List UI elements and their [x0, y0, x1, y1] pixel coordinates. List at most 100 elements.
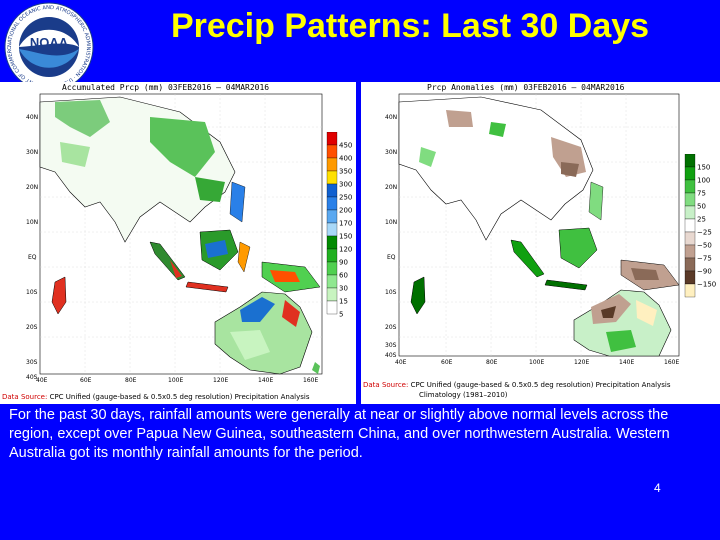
lon-label: 140E: [619, 359, 634, 366]
legend-label: −50: [697, 242, 712, 250]
noaa-logo: NOAA NATIONAL OCEANIC AND ATMOSPHERIC AD…: [2, 0, 94, 92]
legend-swatch: [326, 261, 338, 276]
lon-label: 80E: [125, 377, 137, 384]
legend-label: −25: [697, 229, 712, 237]
legend-swatch: [684, 244, 696, 259]
legend-swatch: [326, 248, 338, 263]
legend-label: 300: [339, 181, 352, 189]
legend-swatch: [326, 287, 338, 302]
slide-caption: For the past 30 days, rainfall amounts w…: [9, 407, 670, 461]
legend-swatch: [684, 166, 696, 181]
legend-label: 150: [697, 164, 710, 172]
legend-swatch: [326, 196, 338, 211]
legend-swatch: [326, 300, 338, 315]
lat-label: 40S: [26, 374, 38, 381]
legend-swatch: [326, 183, 338, 198]
data-source: Data Source: CPC Unified (gauge-based & …: [363, 381, 670, 389]
lon-label: 100E: [168, 377, 183, 384]
legend-label: −90: [697, 268, 712, 276]
legend-label: 30: [339, 285, 348, 293]
legend: 450 400 350 300 250 200 170 150 120 90 60 30 15 5: [326, 132, 352, 319]
lat-label: 20S: [26, 324, 38, 331]
legend-swatch: [326, 157, 338, 172]
legend-label: −150: [697, 281, 716, 289]
legend-swatch: [326, 222, 338, 237]
legend-swatch: [684, 205, 696, 220]
legend-label: 120: [339, 246, 352, 254]
source-text: CPC Unified (gauge-based & 0.5x0.5 deg r…: [410, 381, 671, 389]
legend: 150 100 75 50 25 −25 −50 −75 −90 −150: [684, 154, 716, 298]
lat-label: 10N: [26, 219, 38, 226]
legend-swatch: [326, 274, 338, 289]
lat-label: 40S: [385, 352, 397, 359]
accumulated-precip-map: Accumulated Prcp (mm) 03FEB2016 – 04MAR2…: [0, 82, 356, 404]
lon-label: 60E: [441, 359, 453, 366]
lat-label: 20N: [385, 184, 397, 191]
lat-label: 30S: [26, 359, 38, 366]
lat-label: 10S: [26, 289, 38, 296]
legend-label: 15: [339, 298, 348, 306]
lat-label: 30S: [385, 342, 397, 349]
lat-label: 20N: [26, 184, 38, 191]
page-title: Precip Patterns: Last 30 Days: [170, 7, 650, 45]
legend-swatch: [684, 154, 696, 168]
legend-swatch: [684, 257, 696, 272]
page-number: 4: [654, 481, 661, 495]
map-graphic: [398, 93, 680, 357]
legend-label: 450: [339, 142, 352, 150]
legend-label: 170: [339, 220, 352, 228]
lon-label: 120E: [213, 377, 228, 384]
legend-swatch: [684, 192, 696, 207]
source-label: Data Source:: [363, 381, 409, 389]
legend-swatch: [326, 144, 338, 159]
legend-label: 200: [339, 207, 352, 215]
lat-label: 20S: [385, 324, 397, 331]
legend-label: 100: [697, 177, 710, 185]
legend-label: −75: [697, 255, 712, 263]
legend-swatch: [684, 179, 696, 194]
legend-swatch: [684, 270, 696, 285]
lat-label: EQ: [28, 254, 37, 261]
legend-label: 90: [339, 259, 348, 267]
lon-label: 160E: [303, 377, 318, 384]
legend-label: 250: [339, 194, 352, 202]
lon-label: 140E: [258, 377, 273, 384]
climatology-note: Climatology (1981–2010): [419, 391, 508, 399]
lat-label: 40N: [385, 114, 397, 121]
legend-label: 25: [697, 216, 706, 224]
lat-label: 40N: [26, 114, 38, 121]
lon-label: 120E: [574, 359, 589, 366]
legend-swatch: [326, 209, 338, 224]
legend-label: 150: [339, 233, 352, 241]
legend-label: 50: [697, 203, 706, 211]
legend-label: 5: [339, 311, 343, 319]
legend-swatch: [684, 283, 696, 298]
lon-label: 100E: [529, 359, 544, 366]
legend-label: 75: [697, 190, 706, 198]
map-title: Prcp Anomalies (mm) 03FEB2016 – 04MAR201…: [427, 83, 625, 92]
lat-label: 30N: [385, 149, 397, 156]
legend-label: 60: [339, 272, 348, 280]
data-source: Data Source: CPC Unified (gauge-based & …: [2, 393, 309, 401]
legend-swatch: [326, 170, 338, 185]
legend-swatch: [684, 231, 696, 246]
source-label: Data Source:: [2, 393, 48, 401]
lat-label: 30N: [26, 149, 38, 156]
legend-swatch: [326, 235, 338, 250]
lat-label: 10S: [385, 289, 397, 296]
right-map-labels: 40N 30N 20N 10N EQ 10S 20S 30S 40S 40E 6…: [385, 114, 679, 366]
logo-text: NOAA: [30, 35, 69, 50]
lat-label: 10N: [385, 219, 397, 226]
legend-label: 350: [339, 168, 352, 176]
source-text: CPC Unified (gauge-based & 0.5x0.5 deg r…: [49, 393, 310, 401]
map-title: Accumulated Prcp (mm) 03FEB2016 – 04MAR2…: [62, 83, 270, 92]
left-map-labels: 40N 30N 20N 10N EQ 10S 20S 30S 40S 40E 6…: [26, 114, 318, 384]
legend-label: 400: [339, 155, 352, 163]
legend-swatch: [326, 132, 338, 146]
lon-label: 160E: [664, 359, 679, 366]
lon-label: 40E: [36, 377, 48, 384]
lon-label: 60E: [80, 377, 92, 384]
lon-label: 80E: [486, 359, 498, 366]
lat-label: EQ: [387, 254, 396, 261]
legend-swatch: [684, 218, 696, 233]
